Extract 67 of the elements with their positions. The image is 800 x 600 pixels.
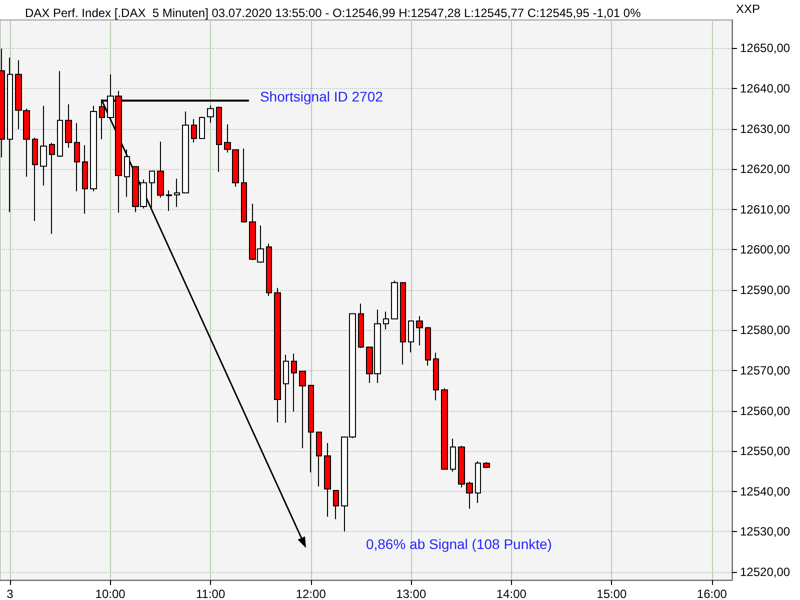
candlestick xyxy=(408,320,414,353)
candlestick xyxy=(391,280,398,320)
candlestick xyxy=(199,116,205,139)
candlestick xyxy=(57,70,63,158)
y-tick-label: 12540,00 xyxy=(740,484,790,498)
candlestick xyxy=(40,105,47,186)
x-tick-label: 11:00 xyxy=(196,587,226,600)
candlestick xyxy=(283,354,289,424)
x-tick-label: 15:00 xyxy=(596,587,628,600)
candlestick xyxy=(216,106,222,172)
candlestick xyxy=(433,352,439,401)
candlestick xyxy=(483,462,490,469)
x-tick-label: 13:00 xyxy=(396,587,426,600)
x-tick-label: 10:00 xyxy=(95,587,126,600)
y-tick-label: 12640,00 xyxy=(740,81,790,96)
candlestick xyxy=(207,104,214,124)
x-tick-label: 12:00 xyxy=(296,587,326,600)
candlestick xyxy=(124,148,130,198)
candlestick xyxy=(450,438,456,472)
candlestick xyxy=(74,122,80,192)
candlestick xyxy=(316,432,322,488)
candlestick xyxy=(32,137,38,222)
candlestick xyxy=(191,118,197,143)
candlestick xyxy=(157,141,164,198)
y-tick-label: 12550,00 xyxy=(740,444,790,458)
candlestick xyxy=(7,56,13,213)
y-tick-label: 12560,00 xyxy=(740,404,790,418)
y-tick-label: 12610,00 xyxy=(740,202,790,216)
y-tick-label: 12570,00 xyxy=(740,364,790,378)
x-tick-label: 14:00 xyxy=(496,587,527,600)
candlestick xyxy=(49,142,55,234)
y-tick-label: 12590,00 xyxy=(740,282,790,297)
annotation: Shortsignal ID 2702 xyxy=(260,88,384,105)
candlestick xyxy=(266,243,272,296)
candlestick xyxy=(425,326,431,366)
y-tick-label: 12650,00 xyxy=(740,41,790,56)
candlestick xyxy=(475,460,481,504)
candlestick xyxy=(441,388,448,470)
candlestick xyxy=(149,170,155,208)
x-tick-label: 16:00 xyxy=(696,587,728,600)
y-tick-label: 12600,00 xyxy=(740,242,790,257)
candlestick xyxy=(333,490,339,520)
candlestick xyxy=(274,287,281,423)
candlestick xyxy=(166,190,172,212)
y-tick-label: 12520,00 xyxy=(740,564,790,579)
candlestick xyxy=(90,105,97,192)
x-tick-label: 3 xyxy=(6,587,14,600)
candlestick xyxy=(291,353,297,412)
candlestick xyxy=(65,104,72,148)
candlestick xyxy=(308,384,314,473)
candlestick xyxy=(383,311,389,330)
y-tick-label: 12630,00 xyxy=(740,122,790,136)
candlestick xyxy=(400,282,406,365)
candlestick xyxy=(416,316,423,346)
y-tick-label: 12530,00 xyxy=(740,524,790,539)
y-tick-label: 12580,00 xyxy=(740,323,790,338)
y-tick-label: 12620,00 xyxy=(740,162,790,176)
candlestick xyxy=(299,370,306,449)
candlestick xyxy=(182,110,189,194)
chart-title: DAX Perf. Index [.DAX 5 Minuten] 03.07.2020 13:55:00 - O:12546,99 H:12547,28 L:12545,77 C:12545,95 -1,01 0% xyxy=(25,6,642,20)
candlestick xyxy=(324,442,331,518)
candlestick xyxy=(241,148,247,224)
annotation: 0,86% ab Signal (108 Punkte) xyxy=(366,536,552,552)
candlestick xyxy=(174,178,180,208)
candlestick xyxy=(358,303,364,348)
candlestick xyxy=(82,144,88,214)
text: XXP xyxy=(736,2,760,16)
